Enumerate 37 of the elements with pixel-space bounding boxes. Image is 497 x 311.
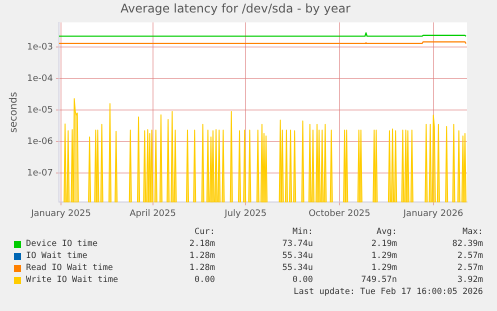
legend-label: Write IO Wait time (26, 275, 118, 285)
text: 2.19m (371, 239, 397, 249)
chart-title: Average latency for /dev/sda - by year (120, 1, 351, 16)
text: 55.34u (282, 251, 313, 261)
text: 1.29m (371, 251, 397, 261)
text: Cur: (194, 227, 215, 237)
text: 2.18m (189, 239, 215, 249)
text: 749.57n (361, 275, 397, 285)
text: 1.28m (189, 263, 215, 273)
legend-label: Read IO Wait time (26, 263, 113, 273)
text: 82.39m (452, 239, 483, 249)
text: Avg: (376, 227, 397, 237)
y-tick-label: 1e-05 (26, 105, 53, 116)
text: 73.74u (282, 239, 313, 249)
text: 2.57m (457, 251, 483, 261)
text: 1.28m (189, 251, 215, 261)
y-tick-label: 1e-06 (26, 136, 54, 147)
x-tick-label: July 2025 (224, 208, 267, 219)
text: 3.92m (457, 275, 483, 285)
text: 1.29m (371, 263, 397, 273)
x-tick-label: January 2026 (402, 208, 464, 219)
y-axis-title: seconds (8, 92, 20, 133)
x-tick-label: April 2025 (130, 208, 176, 219)
text: 0.00 (194, 275, 215, 285)
legend-label: IO Wait time (26, 251, 88, 261)
legend-label: Device IO time (26, 239, 98, 249)
x-tick-label: October 2025 (308, 208, 370, 219)
y-tick-label: 1e-07 (26, 168, 53, 178)
x-tick-label: January 2025 (30, 208, 91, 219)
y-tick-label: 1e-03 (26, 42, 53, 52)
text: Last update: Tue Feb 17 16:00:05 2026 (294, 287, 483, 297)
y-tick-label: 1e-04 (26, 74, 54, 84)
text: Max: (462, 227, 483, 237)
text: 2.57m (457, 263, 483, 273)
text: 55.34u (282, 263, 313, 273)
text: 0.00 (292, 275, 313, 285)
text: Min: (292, 227, 313, 237)
